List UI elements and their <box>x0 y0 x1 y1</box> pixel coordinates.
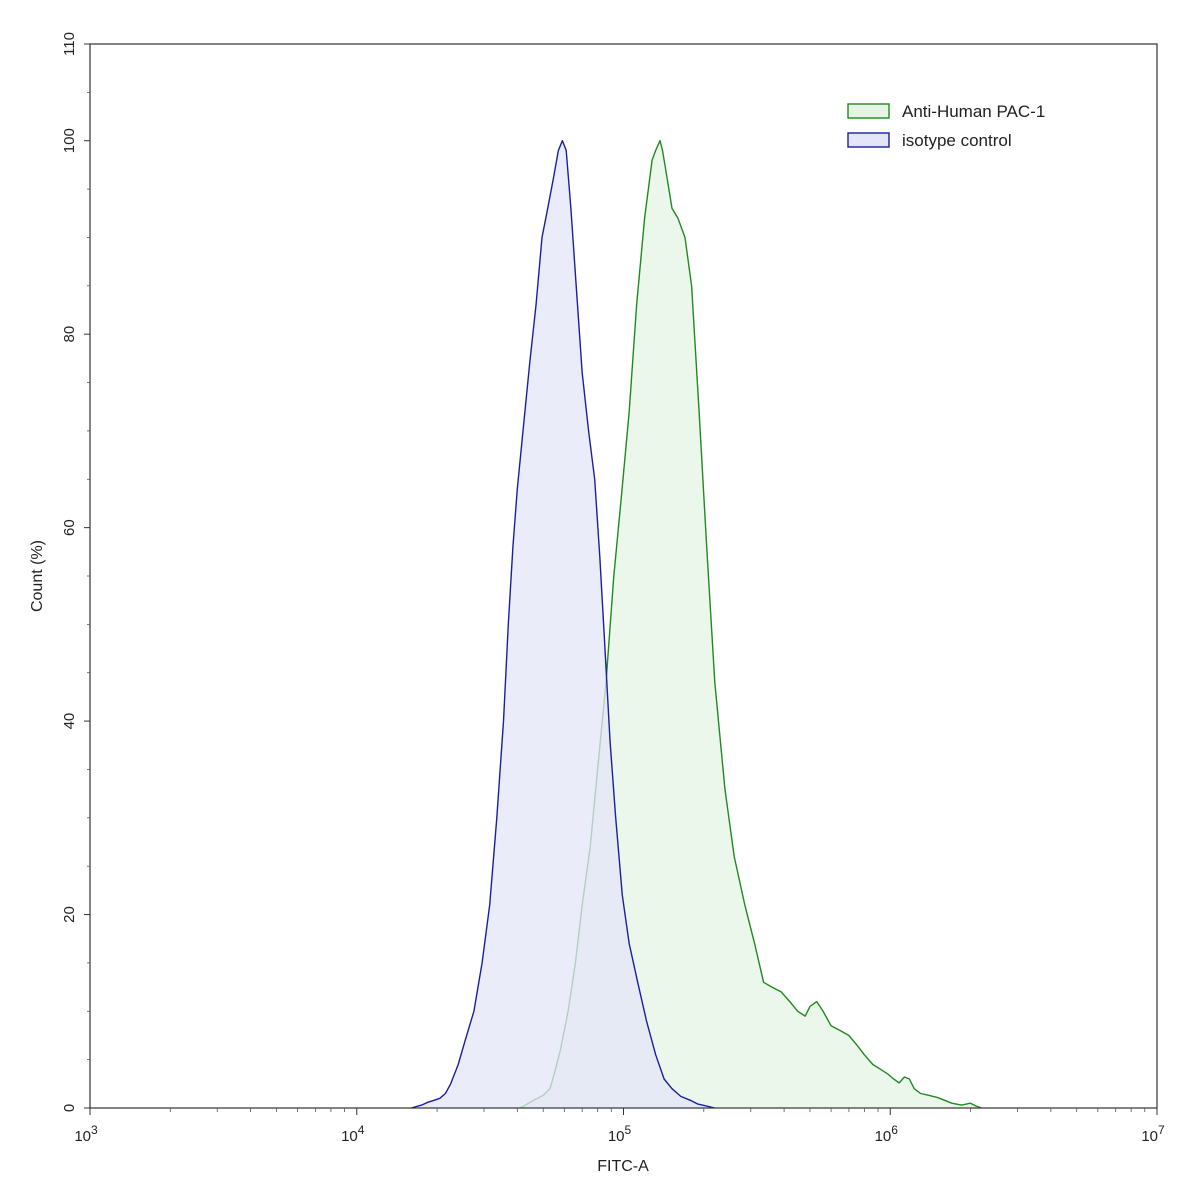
y-tick-label: 20 <box>61 906 78 923</box>
legend-label: Anti-Human PAC-1 <box>902 102 1045 121</box>
x-tick-label: 103 <box>74 1123 98 1145</box>
y-tick-label: 60 <box>61 519 78 536</box>
series-layer <box>411 140 982 1109</box>
series-area-1 <box>411 140 715 1108</box>
y-axis-title: Count (%) <box>29 540 46 612</box>
x-tick-label: 104 <box>341 1123 365 1145</box>
x-tick-label: 105 <box>608 1123 632 1145</box>
legend-label: isotype control <box>902 131 1012 150</box>
y-tick-label: 80 <box>61 326 78 343</box>
legend: Anti-Human PAC-1 isotype control <box>847 102 1045 150</box>
x-axis-title: FITC-A <box>597 1158 649 1175</box>
series-area-0 <box>520 140 982 1108</box>
legend-swatch <box>847 103 890 119</box>
x-tick-label: 107 <box>1141 1123 1165 1145</box>
y-tick-label: 40 <box>61 713 78 730</box>
y-tick-label: 0 <box>61 1104 78 1112</box>
series-line-1 <box>411 140 715 1109</box>
y-axis: 0 20 40 60 80 100 110 <box>61 32 90 1112</box>
y-tick-label: 100 <box>61 128 78 153</box>
y-tick-label: 110 <box>61 32 78 56</box>
x-axis: 103 104 105 106 107 <box>74 1108 1165 1145</box>
legend-swatch <box>847 132 890 148</box>
x-tick-label: 106 <box>875 1123 899 1145</box>
